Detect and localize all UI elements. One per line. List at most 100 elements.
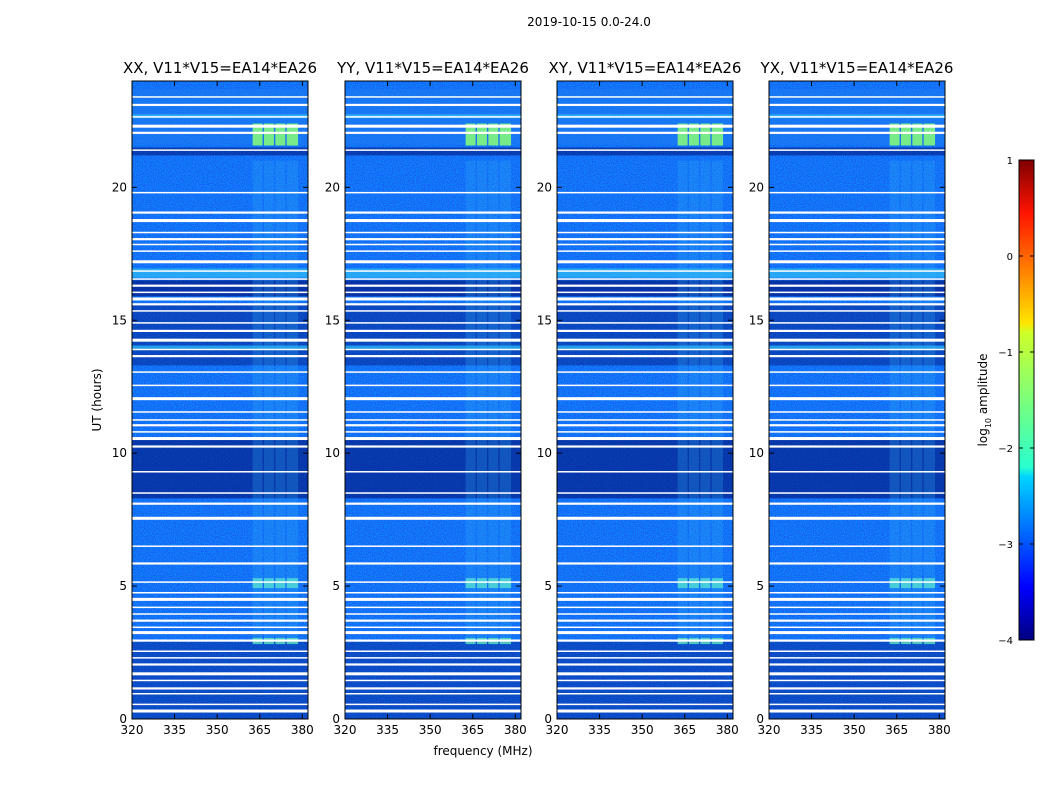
flagged-row xyxy=(345,687,521,690)
flagged-row xyxy=(769,238,945,241)
flagged-row xyxy=(345,116,521,118)
flagged-row xyxy=(345,631,521,635)
rfi-column xyxy=(912,160,923,645)
flagged-row xyxy=(769,116,945,118)
bright-band xyxy=(345,268,521,278)
flagged-row xyxy=(345,371,521,373)
rfi-block-top xyxy=(286,123,299,146)
flagged-row xyxy=(132,231,308,234)
flagged-row xyxy=(769,297,945,301)
rfi-block-top xyxy=(252,123,263,146)
rfi-block-mid xyxy=(700,578,711,589)
y-tick-label: 10 xyxy=(112,446,127,460)
flagged-row xyxy=(345,581,521,583)
flagged-row xyxy=(557,297,733,301)
rfi-block-mid xyxy=(912,578,923,589)
flagged-row xyxy=(345,703,521,706)
flagged-row xyxy=(769,131,945,134)
flagged-row xyxy=(557,116,733,118)
flagged-row xyxy=(557,384,733,387)
flagged-row xyxy=(132,329,308,332)
x-tick-label: 335 xyxy=(163,723,186,737)
rfi-block-top xyxy=(275,123,286,146)
flagged-row xyxy=(557,243,733,246)
bright-band xyxy=(557,268,733,278)
flagged-row xyxy=(769,219,945,223)
flagged-row xyxy=(345,131,521,134)
flagged-row xyxy=(345,431,521,433)
flagged-row xyxy=(557,124,733,128)
flagged-row xyxy=(557,626,733,629)
flagged-row xyxy=(557,131,733,134)
flagged-row xyxy=(769,310,945,312)
flagged-row xyxy=(769,437,945,441)
flagged-row xyxy=(769,516,945,520)
flagged-row xyxy=(557,278,733,280)
flagged-row xyxy=(769,591,945,594)
flagged-row xyxy=(345,219,521,223)
y-tick-label: 10 xyxy=(749,446,764,460)
flagged-row xyxy=(769,411,945,413)
flagged-row xyxy=(345,619,521,622)
flagged-row xyxy=(132,243,308,246)
rfi-block-top xyxy=(711,123,724,146)
y-tick-label: 0 xyxy=(332,712,340,726)
rfi-block-mid xyxy=(286,578,299,589)
flagged-row xyxy=(557,687,733,690)
flagged-row xyxy=(557,96,733,98)
flagged-row xyxy=(557,581,733,583)
y-tick-label: 5 xyxy=(756,579,764,593)
bright-band xyxy=(769,345,945,350)
rfi-block-mid xyxy=(499,578,512,589)
flagged-row xyxy=(769,562,945,565)
flagged-row xyxy=(345,310,521,312)
colorbar-tick-label: 1 xyxy=(1007,156,1013,167)
flagged-row xyxy=(345,709,521,713)
flagged-row xyxy=(345,284,521,287)
y-tick-label: 10 xyxy=(325,446,340,460)
flagged-row xyxy=(345,270,521,272)
x-tick-label: 350 xyxy=(631,723,654,737)
flagged-row xyxy=(769,348,945,351)
colorbar-tick-label: −4 xyxy=(998,636,1013,647)
flagged-row xyxy=(345,355,521,358)
flagged-row xyxy=(132,545,308,547)
rfi-column xyxy=(700,160,711,645)
rfi-block-mid xyxy=(677,578,688,589)
flagged-row xyxy=(345,657,521,659)
rfi-block-top xyxy=(264,123,274,146)
flagged-row xyxy=(557,329,733,332)
rfi-block-top xyxy=(689,123,699,146)
flagged-row xyxy=(132,116,308,118)
flagged-row xyxy=(769,211,945,214)
flagged-row xyxy=(132,679,308,682)
flagged-row xyxy=(769,329,945,332)
flagged-row xyxy=(557,397,733,401)
flagged-row xyxy=(769,243,945,246)
flagged-row xyxy=(769,103,945,107)
x-tick-label: 335 xyxy=(800,723,823,737)
flagged-row xyxy=(557,348,733,351)
x-tick-label: 365 xyxy=(248,723,271,737)
flagged-row xyxy=(132,631,308,635)
flagged-row xyxy=(132,492,308,494)
x-tick-label: 380 xyxy=(291,723,314,737)
bright-band xyxy=(557,345,733,350)
flagged-row xyxy=(557,419,733,421)
axes-frame xyxy=(768,80,946,720)
x-tick-label: 350 xyxy=(843,723,866,737)
x-tick-label: 335 xyxy=(588,723,611,737)
flagged-row xyxy=(132,270,308,272)
flagged-row xyxy=(769,606,945,609)
flagged-row xyxy=(345,562,521,565)
flagged-row xyxy=(769,672,945,676)
rfi-column xyxy=(252,160,263,645)
rfi-block-top xyxy=(700,123,711,146)
flagged-row xyxy=(769,419,945,421)
flagged-row xyxy=(769,545,945,547)
flagged-row xyxy=(132,238,308,241)
flagged-row xyxy=(132,338,308,342)
panel-title: YY, V11*V15=EA14*EA26 xyxy=(336,59,529,77)
flagged-row xyxy=(557,338,733,342)
